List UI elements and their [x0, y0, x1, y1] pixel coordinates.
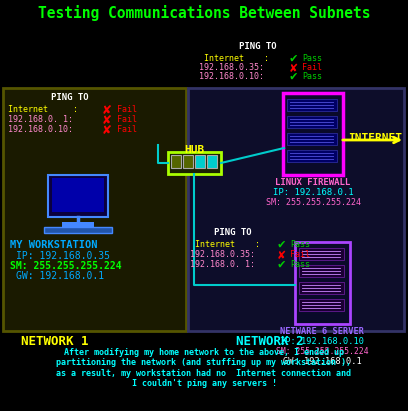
- Text: Fail: Fail: [117, 115, 137, 124]
- Text: ✔: ✔: [278, 259, 286, 272]
- Text: After modifying my home network to the above, I ended up
partitioning the networ: After modifying my home network to the a…: [56, 348, 352, 388]
- Text: IP: 192.168.0.1: IP: 192.168.0.1: [273, 188, 353, 197]
- Text: PING TO: PING TO: [51, 93, 89, 102]
- Text: ✘: ✘: [103, 103, 111, 117]
- Text: 192.168.0. 1:: 192.168.0. 1:: [190, 260, 255, 269]
- Text: Internet     :: Internet :: [8, 105, 78, 114]
- Bar: [207, 155, 217, 168]
- Text: GW: 192.168.0.1: GW: 192.168.0.1: [283, 357, 361, 366]
- Text: INTERNET: INTERNET: [348, 133, 402, 143]
- Bar: [195, 155, 205, 168]
- Bar: [48, 175, 108, 217]
- Bar: [287, 99, 337, 111]
- Text: IP: 192.168.0.10: IP: 192.168.0.10: [280, 337, 364, 346]
- Bar: [287, 150, 337, 162]
- Text: IP: 192.168.0.35: IP: 192.168.0.35: [16, 251, 110, 261]
- Text: SM: 255.255.255.224: SM: 255.255.255.224: [10, 261, 122, 271]
- Text: HUB: HUB: [184, 145, 204, 155]
- Bar: [3, 88, 186, 331]
- Text: 192.168.0.10:: 192.168.0.10:: [199, 72, 264, 81]
- Text: MY WORKSTATION: MY WORKSTATION: [10, 240, 98, 250]
- Bar: [283, 93, 343, 175]
- Text: 192.168.0.10:: 192.168.0.10:: [8, 125, 73, 134]
- Text: LINUX FIREWALL: LINUX FIREWALL: [275, 178, 350, 187]
- Text: Testing Communications Between Subnets: Testing Communications Between Subnets: [38, 5, 370, 21]
- Text: NETWARE 6 SERVER: NETWARE 6 SERVER: [280, 327, 364, 336]
- Bar: [188, 88, 404, 331]
- Bar: [299, 282, 344, 294]
- Text: Pass: Pass: [290, 240, 310, 249]
- Text: Fail: Fail: [290, 250, 310, 259]
- Text: Pass: Pass: [302, 72, 322, 81]
- Text: Fail: Fail: [302, 63, 322, 72]
- Bar: [295, 242, 350, 324]
- Text: SM: 255.255.255.224: SM: 255.255.255.224: [276, 347, 368, 356]
- Text: 192.168.0.35:: 192.168.0.35:: [199, 63, 264, 72]
- Text: 192.168.0.35:: 192.168.0.35:: [190, 250, 255, 259]
- Text: PING TO: PING TO: [239, 42, 277, 51]
- Text: ✘: ✘: [103, 123, 111, 137]
- Text: ✔: ✔: [278, 239, 286, 252]
- Bar: [171, 155, 181, 168]
- Text: ✔: ✔: [290, 71, 297, 84]
- Bar: [299, 299, 344, 311]
- Bar: [62, 222, 94, 227]
- Text: ✘: ✘: [103, 113, 111, 127]
- Text: PING TO: PING TO: [214, 228, 252, 237]
- Text: SM: 255.255.255.224: SM: 255.255.255.224: [266, 198, 361, 207]
- Bar: [287, 133, 337, 145]
- Bar: [52, 178, 104, 212]
- Text: Fail: Fail: [117, 105, 137, 114]
- Bar: [299, 248, 344, 260]
- Text: NETWORK 1: NETWORK 1: [21, 335, 89, 348]
- Text: Fail: Fail: [117, 125, 137, 134]
- Text: Internet    :: Internet :: [195, 240, 260, 249]
- Bar: [299, 265, 344, 277]
- Text: Pass: Pass: [302, 54, 322, 63]
- Bar: [287, 116, 337, 128]
- Text: Internet    :: Internet :: [204, 54, 269, 63]
- Text: GW: 192.168.0.1: GW: 192.168.0.1: [16, 271, 104, 281]
- Text: NETWORK 2: NETWORK 2: [236, 335, 304, 348]
- Text: ✔: ✔: [290, 53, 297, 66]
- Text: 192.168.0. 1:: 192.168.0. 1:: [8, 115, 73, 124]
- Text: ✘: ✘: [278, 249, 286, 262]
- Text: Pass: Pass: [290, 260, 310, 269]
- Bar: [183, 155, 193, 168]
- Bar: [168, 152, 221, 174]
- Text: ✘: ✘: [290, 62, 297, 75]
- Bar: [44, 227, 112, 233]
